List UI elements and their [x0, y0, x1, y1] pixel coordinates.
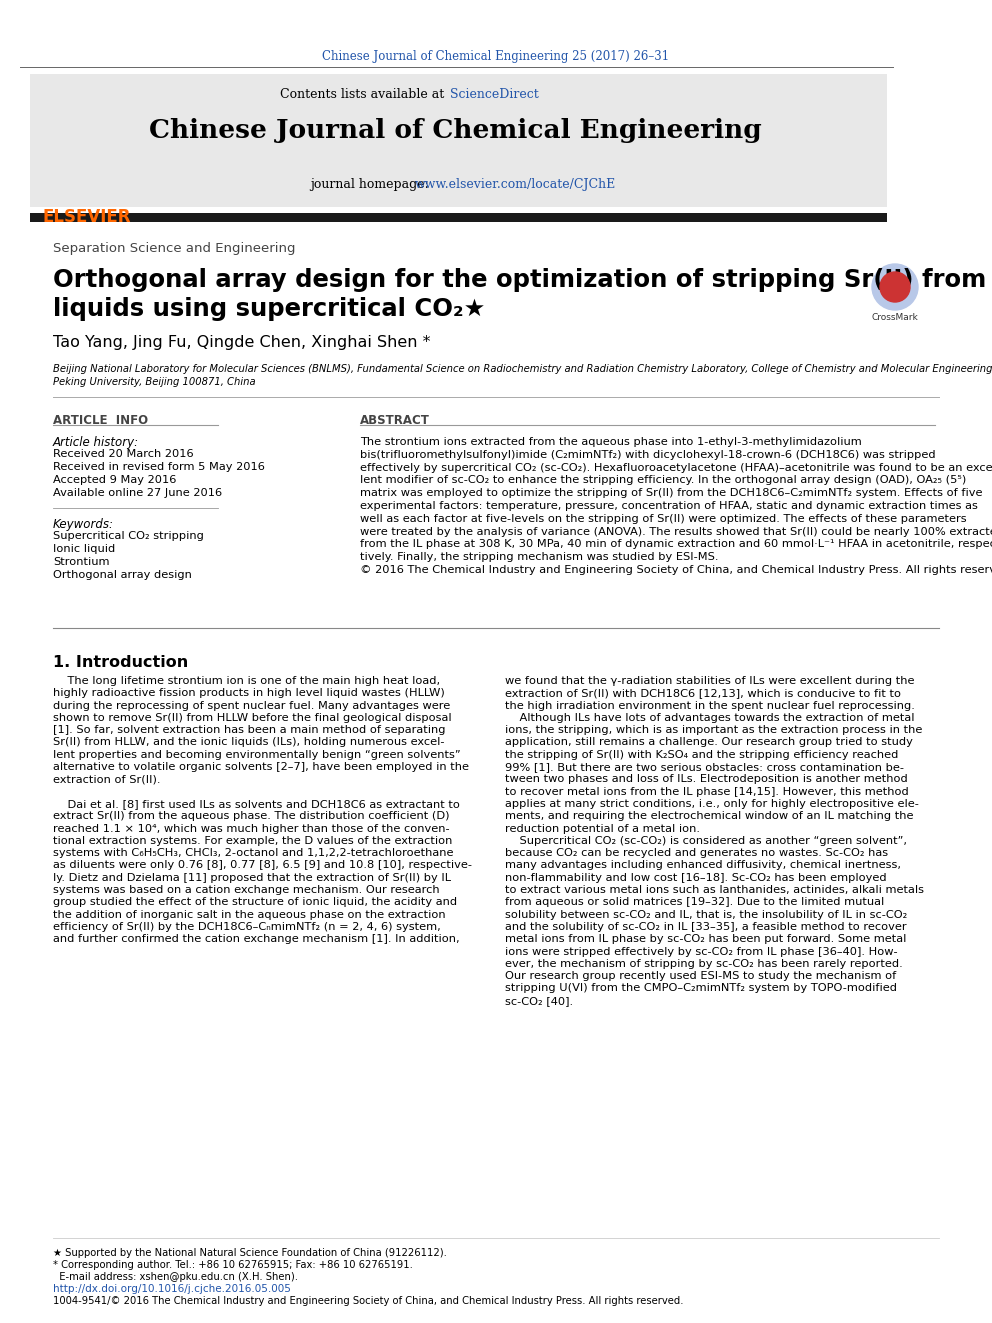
Text: well as each factor at five-levels on the stripping of Sr(II) were optimized. Th: well as each factor at five-levels on th…: [360, 513, 966, 524]
Text: ions, the stripping, which is as important as the extraction process in the: ions, the stripping, which is as importa…: [505, 725, 923, 736]
Text: because CO₂ can be recycled and generates no wastes. Sc-CO₂ has: because CO₂ can be recycled and generate…: [505, 848, 888, 859]
Text: the addition of inorganic salt in the aqueous phase on the extraction: the addition of inorganic salt in the aq…: [53, 910, 445, 919]
Text: applies at many strict conditions, i.e., only for highly electropositive ele-: applies at many strict conditions, i.e.,…: [505, 799, 919, 808]
Text: tween two phases and loss of ILs. Electrodeposition is another method: tween two phases and loss of ILs. Electr…: [505, 774, 908, 785]
Text: Received in revised form 5 May 2016: Received in revised form 5 May 2016: [53, 462, 265, 472]
Text: ★ Supported by the National Natural Science Foundation of China (91226112).: ★ Supported by the National Natural Scie…: [53, 1248, 446, 1258]
Text: Article history:: Article history:: [53, 437, 139, 448]
Text: ments, and requiring the electrochemical window of an IL matching the: ments, and requiring the electrochemical…: [505, 811, 914, 822]
Text: systems with C₆H₅CH₃, CHCl₃, 2-octanol and 1,1,2,2-tetrachloroethane: systems with C₆H₅CH₃, CHCl₃, 2-octanol a…: [53, 848, 453, 859]
Text: we found that the γ-radiation stabilities of ILs were excellent during the: we found that the γ-radiation stabilitie…: [505, 676, 915, 687]
Text: liquids using supercritical CO₂★: liquids using supercritical CO₂★: [53, 296, 485, 321]
Text: journal homepage:: journal homepage:: [310, 179, 433, 191]
Text: Supercritical CO₂ stripping: Supercritical CO₂ stripping: [53, 531, 204, 541]
Text: Separation Science and Engineering: Separation Science and Engineering: [53, 242, 296, 255]
Text: non-flammability and low cost [16–18]. Sc-CO₂ has been employed: non-flammability and low cost [16–18]. S…: [505, 873, 887, 882]
Text: effectively by supercritical CO₂ (sc-CO₂). Hexafluoroacetylacetone (HFAA)–aceton: effectively by supercritical CO₂ (sc-CO₂…: [360, 463, 992, 472]
Text: ever, the mechanism of stripping by sc-CO₂ has been rarely reported.: ever, the mechanism of stripping by sc-C…: [505, 959, 903, 968]
Text: were treated by the analysis of variance (ANOVA). The results showed that Sr(II): were treated by the analysis of variance…: [360, 527, 992, 537]
Text: stripping U(VI) from the CMPO–C₂mimNTf₂ system by TOPO-modified: stripping U(VI) from the CMPO–C₂mimNTf₂ …: [505, 983, 897, 994]
Text: group studied the effect of the structure of ionic liquid, the acidity and: group studied the effect of the structur…: [53, 897, 457, 908]
Text: 1. Introduction: 1. Introduction: [53, 655, 188, 669]
Text: Beijing National Laboratory for Molecular Sciences (BNLMS), Fundamental Science : Beijing National Laboratory for Molecula…: [53, 364, 992, 374]
Text: reached 1.1 × 10⁴, which was much higher than those of the conven-: reached 1.1 × 10⁴, which was much higher…: [53, 824, 449, 833]
Text: The long lifetime strontium ion is one of the main high heat load,: The long lifetime strontium ion is one o…: [53, 676, 440, 687]
Text: Our research group recently used ESI-MS to study the mechanism of: Our research group recently used ESI-MS …: [505, 971, 896, 982]
Text: many advantages including enhanced diffusivity, chemical inertness,: many advantages including enhanced diffu…: [505, 860, 901, 871]
Text: Dai et al. [8] first used ILs as solvents and DCH18C6 as extractant to: Dai et al. [8] first used ILs as solvent…: [53, 799, 460, 808]
Text: bis(trifluoromethylsulfonyl)imide (C₂mimNTf₂) with dicyclohexyl-18-crown-6 (DCH1: bis(trifluoromethylsulfonyl)imide (C₂mim…: [360, 450, 935, 460]
Text: Chinese Journal of Chemical Engineering: Chinese Journal of Chemical Engineering: [149, 118, 762, 143]
Text: The strontium ions extracted from the aqueous phase into 1-ethyl-3-methylimidazo: The strontium ions extracted from the aq…: [360, 437, 862, 447]
Text: metal ions from IL phase by sc-CO₂ has been put forward. Some metal: metal ions from IL phase by sc-CO₂ has b…: [505, 934, 907, 945]
Text: Chinese Journal of Chemical Engineering 25 (2017) 26–31: Chinese Journal of Chemical Engineering …: [322, 50, 670, 64]
Text: lent modifier of sc-CO₂ to enhance the stripping efficiency. In the orthogonal a: lent modifier of sc-CO₂ to enhance the s…: [360, 475, 966, 486]
Text: extract Sr(II) from the aqueous phase. The distribution coefficient (D): extract Sr(II) from the aqueous phase. T…: [53, 811, 449, 822]
Text: efficiency of Sr(II) by the DCH18C6–CₙmimNTf₂ (n = 2, 4, 6) system,: efficiency of Sr(II) by the DCH18C6–Cₙmi…: [53, 922, 440, 931]
Bar: [30, 74, 887, 206]
Text: sc-CO₂ [40].: sc-CO₂ [40].: [505, 996, 573, 1005]
Text: http://dx.doi.org/10.1016/j.cjche.2016.05.005: http://dx.doi.org/10.1016/j.cjche.2016.0…: [53, 1285, 291, 1294]
Text: ions were stripped effectively by sc-CO₂ from IL phase [36–40]. How-: ions were stripped effectively by sc-CO₂…: [505, 946, 898, 957]
Text: extraction of Sr(II) with DCH18C6 [12,13], which is conducive to fit to: extraction of Sr(II) with DCH18C6 [12,13…: [505, 688, 901, 699]
Text: Contents lists available at: Contents lists available at: [280, 89, 448, 101]
Text: Received 20 March 2016: Received 20 March 2016: [53, 448, 193, 459]
Text: Available online 27 June 2016: Available online 27 June 2016: [53, 488, 222, 497]
Text: Peking University, Beijing 100871, China: Peking University, Beijing 100871, China: [53, 377, 256, 388]
Text: 99% [1]. But there are two serious obstacles: cross contamination be-: 99% [1]. But there are two serious obsta…: [505, 762, 904, 773]
Text: solubility between sc-CO₂ and IL, that is, the insolubility of IL in sc-CO₂: solubility between sc-CO₂ and IL, that i…: [505, 910, 908, 919]
Text: tively. Finally, the stripping mechanism was studied by ESI-MS.: tively. Finally, the stripping mechanism…: [360, 552, 718, 562]
Text: www.elsevier.com/locate/CJChE: www.elsevier.com/locate/CJChE: [415, 179, 616, 191]
Text: and the solubility of sc-CO₂ in IL [33–35], a feasible method to recover: and the solubility of sc-CO₂ in IL [33–3…: [505, 922, 907, 931]
Text: extraction of Sr(II).: extraction of Sr(II).: [53, 774, 161, 785]
Text: * Corresponding author. Tel.: +86 10 62765915; Fax: +86 10 62765191.: * Corresponding author. Tel.: +86 10 627…: [53, 1259, 413, 1270]
Bar: [30, 213, 887, 222]
Text: Ionic liquid: Ionic liquid: [53, 544, 115, 554]
Text: [1]. So far, solvent extraction has been a main method of separating: [1]. So far, solvent extraction has been…: [53, 725, 445, 736]
Text: reduction potential of a metal ion.: reduction potential of a metal ion.: [505, 824, 700, 833]
Text: ABSTRACT: ABSTRACT: [360, 414, 430, 427]
Text: to recover metal ions from the IL phase [14,15]. However, this method: to recover metal ions from the IL phase …: [505, 787, 909, 796]
Text: tional extraction systems. For example, the D values of the extraction: tional extraction systems. For example, …: [53, 836, 452, 845]
Text: E-mail address: xshen@pku.edu.cn (X.H. Shen).: E-mail address: xshen@pku.edu.cn (X.H. S…: [53, 1271, 298, 1282]
Text: systems was based on a cation exchange mechanism. Our research: systems was based on a cation exchange m…: [53, 885, 439, 896]
Text: alternative to volatile organic solvents [2–7], have been employed in the: alternative to volatile organic solvents…: [53, 762, 469, 773]
Text: as diluents were only 0.76 [8], 0.77 [8], 6.5 [9] and 10.8 [10], respective-: as diluents were only 0.76 [8], 0.77 [8]…: [53, 860, 472, 871]
Text: CrossMark: CrossMark: [872, 314, 919, 321]
Text: ly. Dietz and Dzielama [11] proposed that the extraction of Sr(II) by IL: ly. Dietz and Dzielama [11] proposed tha…: [53, 873, 451, 882]
Text: shown to remove Sr(II) from HLLW before the final geological disposal: shown to remove Sr(II) from HLLW before …: [53, 713, 451, 722]
Text: Keywords:: Keywords:: [53, 519, 114, 531]
Text: during the reprocessing of spent nuclear fuel. Many advantages were: during the reprocessing of spent nuclear…: [53, 701, 450, 710]
Text: ELSEVIER: ELSEVIER: [43, 208, 131, 226]
Text: Strontium: Strontium: [53, 557, 109, 568]
Text: the high irradiation environment in the spent nuclear fuel reprocessing.: the high irradiation environment in the …: [505, 701, 915, 710]
Text: Orthogonal array design for the optimization of stripping Sr(II) from ionic: Orthogonal array design for the optimiza…: [53, 269, 992, 292]
Text: Orthogonal array design: Orthogonal array design: [53, 570, 191, 579]
Text: lent properties and becoming environmentally benign “green solvents”: lent properties and becoming environment…: [53, 750, 460, 759]
Text: 1004-9541/© 2016 The Chemical Industry and Engineering Society of China, and Che: 1004-9541/© 2016 The Chemical Industry a…: [53, 1297, 683, 1306]
Text: and further confirmed the cation exchange mechanism [1]. In addition,: and further confirmed the cation exchang…: [53, 934, 459, 945]
Text: from aqueous or solid matrices [19–32]. Due to the limited mutual: from aqueous or solid matrices [19–32]. …: [505, 897, 884, 908]
Circle shape: [880, 273, 910, 302]
Text: Although ILs have lots of advantages towards the extraction of metal: Although ILs have lots of advantages tow…: [505, 713, 915, 722]
Text: application, still remains a challenge. Our research group tried to study: application, still remains a challenge. …: [505, 737, 913, 747]
Text: ARTICLE  INFO: ARTICLE INFO: [53, 414, 148, 427]
Text: Supercritical CO₂ (sc-CO₂) is considered as another “green solvent”,: Supercritical CO₂ (sc-CO₂) is considered…: [505, 836, 907, 845]
Text: © 2016 The Chemical Industry and Engineering Society of China, and Chemical Indu: © 2016 The Chemical Industry and Enginee…: [360, 565, 992, 576]
Text: from the IL phase at 308 K, 30 MPa, 40 min of dynamic extraction and 60 mmol·L⁻¹: from the IL phase at 308 K, 30 MPa, 40 m…: [360, 540, 992, 549]
Text: matrix was employed to optimize the stripping of Sr(II) from the DCH18C6–C₂mimNT: matrix was employed to optimize the stri…: [360, 488, 982, 499]
Text: the stripping of Sr(II) with K₂SO₄ and the stripping efficiency reached: the stripping of Sr(II) with K₂SO₄ and t…: [505, 750, 899, 759]
Text: highly radioactive fission products in high level liquid wastes (HLLW): highly radioactive fission products in h…: [53, 688, 444, 699]
Text: Tao Yang, Jing Fu, Qingde Chen, Xinghai Shen *: Tao Yang, Jing Fu, Qingde Chen, Xinghai …: [53, 335, 431, 351]
Text: Sr(II) from HLLW, and the ionic liquids (ILs), holding numerous excel-: Sr(II) from HLLW, and the ionic liquids …: [53, 737, 444, 747]
Text: Accepted 9 May 2016: Accepted 9 May 2016: [53, 475, 177, 486]
Text: to extract various metal ions such as lanthanides, actinides, alkali metals: to extract various metal ions such as la…: [505, 885, 924, 896]
Text: experimental factors: temperature, pressure, concentration of HFAA, static and d: experimental factors: temperature, press…: [360, 501, 978, 511]
Circle shape: [872, 265, 918, 310]
Text: ScienceDirect: ScienceDirect: [450, 89, 539, 101]
